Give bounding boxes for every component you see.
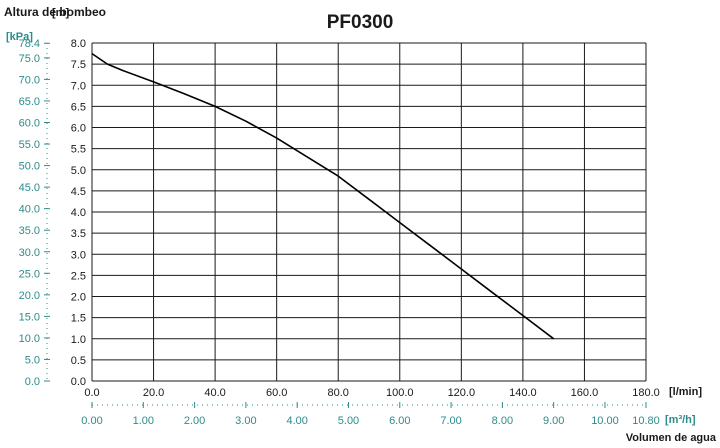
- x2-tick-label: 9.00: [543, 415, 564, 427]
- y-tick-label: 6.5: [71, 101, 86, 113]
- x2-unit-label: [m³/h]: [665, 414, 696, 426]
- y-tick-label: 5.5: [71, 144, 86, 156]
- x-unit-label: [l/min]: [669, 386, 702, 398]
- pump-curve-line: [91, 52, 555, 340]
- y2-tick-label: 40.0: [19, 204, 40, 216]
- y-axis-ticks: 0.0 0.5 1.0 1.5 2.0 2.5 3.0 3.5 4.0 4.5 5.0 5.5 6.0 6…: [71, 38, 86, 388]
- y2-tick-label: 50.0: [19, 161, 40, 173]
- y-tick-label: 3.0: [71, 249, 86, 261]
- y2-tick-label: 65.0: [19, 96, 40, 108]
- y2-tick-label: 0.0: [25, 376, 40, 388]
- y2-tick-label: 45.0: [19, 182, 40, 194]
- x-tick-label: 140.0: [509, 387, 537, 399]
- x2-tick-label: 5.00: [338, 415, 359, 427]
- y2-tick-label: 30.0: [19, 247, 40, 259]
- x2-tick-label: 10.80: [632, 415, 660, 427]
- x2-tick-label: 10.00: [591, 415, 619, 427]
- y2-tick-label: 25.0: [19, 268, 40, 280]
- x-tick-label: 80.0: [328, 387, 349, 399]
- y-axis-title: Altura de bombeo: [4, 5, 106, 19]
- y-tick-label: 7.0: [71, 80, 86, 92]
- x-tick-label: 60.0: [266, 387, 287, 399]
- y-tick-label: 7.5: [71, 59, 86, 71]
- y2-tick-label: 35.0: [19, 225, 40, 237]
- grid: [91, 42, 647, 382]
- x-tick-label: 180.0: [632, 387, 660, 399]
- y-tick-label: 1.0: [71, 334, 86, 346]
- y2-tick-label: 70.0: [19, 74, 40, 86]
- x2-tick-label: 6.00: [389, 415, 410, 427]
- x2-tick-label: 4.00: [286, 415, 307, 427]
- x-tick-label: 40.0: [204, 387, 225, 399]
- y-tick-label: 0.0: [71, 376, 86, 388]
- x-tick-label: 20.0: [143, 387, 164, 399]
- x-tick-label: 100.0: [386, 387, 414, 399]
- y-tick-label: 8.0: [71, 38, 86, 50]
- y2-tick-label: 55.0: [19, 139, 40, 151]
- x-axis-ticks: 0.0 20.0 40.0 60.0 80.0 100.0 120.0 140.0 160.0 1…: [84, 387, 659, 399]
- series-layer: [91, 52, 555, 340]
- y2-tick-label: 75.0: [19, 53, 40, 65]
- y-tick-label: 6.0: [71, 123, 86, 135]
- x2-tick-label: 3.00: [235, 415, 256, 427]
- x-tick-label: 120.0: [448, 387, 476, 399]
- y-tick-label: 3.5: [71, 228, 86, 240]
- y-tick-label: 4.0: [71, 207, 86, 219]
- y-tick-label: 5.0: [71, 165, 86, 177]
- y2-tick-label: 5.0: [25, 354, 40, 366]
- x-axis-title: Volumen de agua: [626, 432, 717, 444]
- y-tick-label: 2.5: [71, 270, 86, 282]
- x2-tick-label: 0.00: [81, 415, 102, 427]
- y2-tick-label: 60.0: [19, 118, 40, 130]
- chart-title: PF0300: [327, 12, 394, 33]
- y-tick-label: 2.0: [71, 292, 86, 304]
- x-tick-label: 160.0: [571, 387, 599, 399]
- x2-tick-label: 8.00: [492, 415, 513, 427]
- x2-tick-label: 7.00: [440, 415, 461, 427]
- y-tick-label: 1.5: [71, 313, 86, 325]
- x2-axis-ticks: 0.00 1.00 2.00 3.00 4.00 5.00 6.00 7.00 8.00 9.00…: [81, 402, 660, 427]
- y-tick-label: 0.5: [71, 355, 86, 367]
- x2-tick-label: 1.00: [133, 415, 154, 427]
- x-tick-label: 0.0: [84, 387, 99, 399]
- y2-unit-label: [kPa]: [6, 31, 33, 43]
- y2-tick-label: 15.0: [19, 311, 40, 323]
- y-tick-label: 4.5: [71, 186, 86, 198]
- x2-tick-label: 2.00: [184, 415, 205, 427]
- y2-tick-label: 78.4: [19, 38, 40, 50]
- y2-axis-ticks: 0.0 5.0 10.0 15.0 20.0 25.0 30.0 35.0 40.0 45.0 50…: [19, 38, 50, 388]
- y2-tick-label: 10.0: [19, 333, 40, 345]
- y2-tick-label: 20.0: [19, 290, 40, 302]
- y-unit-label: [m]: [52, 7, 69, 19]
